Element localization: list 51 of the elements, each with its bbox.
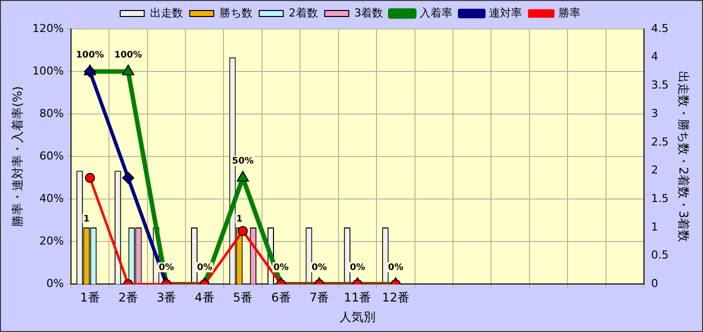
y-tick-label: 100%: [32, 64, 64, 78]
y2-tick-label: 1.5: [651, 192, 669, 205]
legend-label: 3着数: [354, 6, 384, 20]
x-tick-label: 3番: [156, 290, 176, 305]
x-tick-label: 6番: [271, 290, 291, 305]
data-label: 100%: [114, 50, 142, 60]
x-tick-label: 5番: [233, 290, 253, 305]
legend-label: 連対率: [489, 6, 522, 20]
data-label: 100%: [76, 50, 104, 60]
point: [84, 172, 95, 183]
x-tick-label: 4番: [194, 290, 214, 305]
y-tick-label: 60%: [39, 149, 64, 162]
y-tick-label: 0%: [46, 277, 64, 290]
x-tick-label: 7番: [309, 290, 330, 305]
data-label: 1: [83, 214, 90, 224]
x-tick-label: 11番: [344, 290, 372, 305]
data-label: 0%: [273, 263, 289, 274]
legend-label: 出走数: [150, 6, 183, 20]
x-tick-label: 1番: [80, 290, 100, 305]
legend-label: 勝率: [558, 6, 581, 20]
legend-label: 入着率: [420, 6, 453, 20]
x-tick-label: 2番: [118, 290, 138, 305]
point: [236, 170, 249, 182]
x-axis-title: 人気別: [339, 310, 376, 324]
y-tick-label: 20%: [39, 234, 64, 248]
data-label: 0%: [350, 263, 366, 274]
data-label: 0%: [312, 263, 327, 274]
y2-tick-label: 4: [651, 50, 658, 64]
y-tick-label: 80%: [39, 106, 64, 120]
data-label: 1: [236, 214, 243, 224]
y2-tick-label: 1: [651, 220, 658, 234]
y-axis-title: 勝率・連対率・入着率(%): [10, 86, 24, 227]
x-tick-label: 12番: [382, 290, 410, 305]
y2-tick-label: 2: [651, 164, 658, 177]
data-label: 50%: [232, 156, 254, 167]
y2-axis-title: 出走数・勝ち数・2着数・3着数: [676, 70, 691, 242]
y2-tick-label: 2.5: [651, 135, 669, 148]
data-label: 0%: [388, 263, 404, 274]
y2-tick-label: 0.5: [651, 248, 669, 262]
y2-tick-label: 4.5: [651, 22, 669, 35]
data-label: 0%: [196, 263, 212, 274]
y-tick-label: 40%: [39, 192, 64, 205]
legend-label: 2着数: [288, 6, 318, 20]
y-tick-label: 120%: [32, 22, 64, 35]
legend-label: 勝ち数: [219, 6, 252, 20]
y2-tick-label: 3: [651, 106, 658, 120]
point: [122, 172, 134, 184]
y2-tick-label: 3.5: [651, 78, 669, 92]
data-label: 0%: [158, 263, 174, 274]
point: [84, 66, 96, 78]
y2-tick-label: 0: [651, 277, 658, 290]
